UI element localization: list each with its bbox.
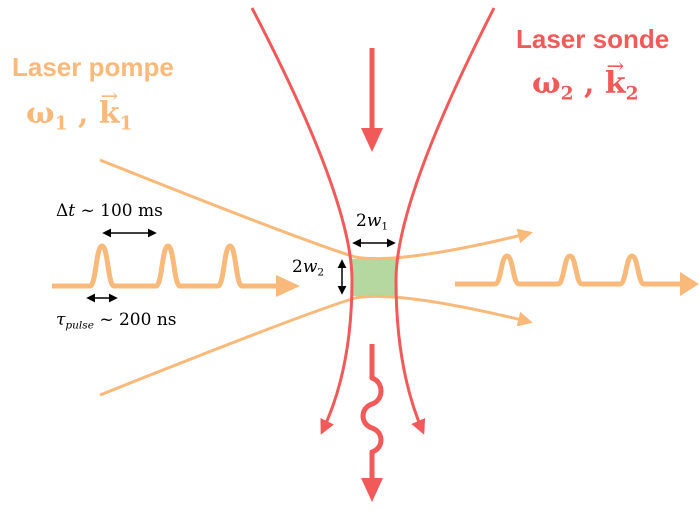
- tau-subscript: pulse: [65, 319, 94, 332]
- pump-input-arrowhead: [276, 275, 300, 297]
- tau-symbol: τ: [56, 310, 66, 330]
- probe-beam-left-edge: [250, 7, 354, 435]
- pump-omega: ω: [26, 96, 55, 131]
- pump-output-arrowhead: [680, 272, 699, 296]
- probe-omega-sub: 2: [560, 83, 574, 105]
- probe-k-sub: 2: [625, 83, 639, 105]
- probe-signal-arrow: [360, 344, 384, 482]
- w1-annotation: 2w1: [356, 211, 388, 233]
- w2-variable: w: [302, 257, 318, 277]
- probe-separator: ,: [573, 66, 605, 101]
- pump-k-vector: k: [99, 96, 120, 131]
- delta-t-value: ~ 100 ms: [75, 201, 163, 221]
- pump-parameters: ω1 , k1: [26, 96, 133, 135]
- delta-symbol: Δ: [56, 201, 69, 221]
- delta-t-annotation: Δt ~ 100 ms: [56, 201, 163, 221]
- w2-subscript: 2: [317, 266, 325, 279]
- probe-incoming-arrowhead: [361, 128, 383, 152]
- probe-parameters: ω2 , k2: [532, 66, 639, 105]
- probe-beam-right-edge: [394, 7, 496, 435]
- probe-signal-arrowhead: [361, 478, 383, 502]
- w2-annotation: 2w2: [292, 257, 324, 279]
- tau-pulse-annotation: τpulse ~ 200 ns: [56, 310, 177, 332]
- w1-subscript: 1: [381, 220, 389, 233]
- w1-prefix: 2: [356, 211, 367, 231]
- pump-laser-label: Laser pompe: [12, 52, 174, 82]
- pump-separator: ,: [67, 96, 99, 131]
- w2-prefix: 2: [292, 257, 303, 277]
- tau-value: ~ 200 ns: [93, 310, 177, 330]
- pump-k-sub: 1: [119, 113, 133, 135]
- pump-pulse-train-output: [455, 253, 684, 287]
- pump-pulse-train-input: [52, 243, 282, 289]
- probe-omega: ω: [532, 66, 561, 101]
- pump-omega-sub: 1: [54, 113, 68, 135]
- probe-k-vector: k: [605, 66, 626, 101]
- w1-variable: w: [366, 211, 382, 231]
- pump-beam-top-edge: [99, 158, 533, 261]
- delta-t-variable: t: [68, 201, 76, 221]
- overlap-region: [352, 259, 396, 296]
- probe-laser-label: Laser sonde: [516, 24, 670, 54]
